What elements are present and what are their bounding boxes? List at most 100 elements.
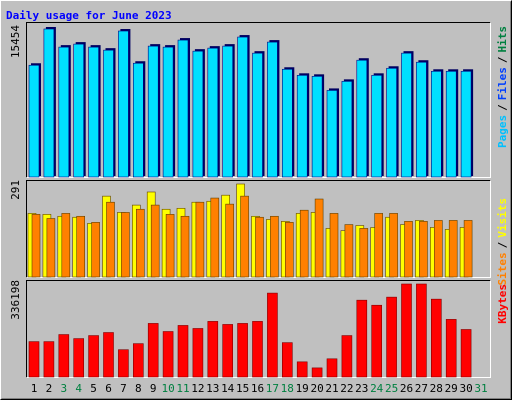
bar xyxy=(371,304,383,378)
bar xyxy=(43,28,55,178)
legend: Sites / Visits xyxy=(496,198,509,286)
x-tick-label: 3 xyxy=(60,382,67,395)
bar xyxy=(225,203,234,278)
bar xyxy=(28,64,40,178)
bar xyxy=(404,221,413,278)
bar xyxy=(136,208,145,278)
panel-bevel xyxy=(26,180,491,278)
bar xyxy=(58,334,70,378)
bar xyxy=(103,332,114,378)
bar xyxy=(386,67,397,178)
bar xyxy=(240,195,249,278)
bar xyxy=(237,36,248,178)
bar xyxy=(430,70,442,178)
legend-entry: Visits xyxy=(496,198,509,238)
legend-entry: Sites xyxy=(496,252,509,285)
x-tick-label: 25 xyxy=(385,382,398,395)
bar xyxy=(147,323,159,378)
bar xyxy=(401,52,412,178)
x-tick-label: 27 xyxy=(415,382,428,395)
bar xyxy=(401,283,412,378)
x-tick-label: 20 xyxy=(310,382,323,395)
x-tick-label: 8 xyxy=(135,382,142,395)
panel-bevel xyxy=(26,180,491,278)
bar xyxy=(445,319,457,378)
bar xyxy=(359,228,369,278)
bar xyxy=(341,335,353,378)
x-tick-label: 4 xyxy=(75,382,82,395)
bar xyxy=(416,283,427,378)
bar xyxy=(46,218,56,278)
x-tick-label: 5 xyxy=(90,382,97,395)
bar xyxy=(88,335,99,378)
y-tick-label: 291 xyxy=(9,180,22,200)
bar xyxy=(121,212,130,278)
x-tick-label: 24 xyxy=(370,382,384,395)
bar xyxy=(252,52,263,178)
bar xyxy=(31,214,41,278)
bar xyxy=(91,222,100,278)
bar xyxy=(344,224,354,278)
bar xyxy=(416,61,427,178)
x-tick-label: 18 xyxy=(281,382,294,395)
bar xyxy=(222,324,233,378)
bar xyxy=(329,213,339,278)
bar xyxy=(430,298,442,378)
legend-entry: Files xyxy=(496,67,509,100)
x-tick-label: 29 xyxy=(445,382,458,395)
bar xyxy=(374,213,384,278)
legend-separator: / xyxy=(496,56,509,63)
bar xyxy=(118,349,129,378)
x-tick-label: 13 xyxy=(206,382,219,395)
bar xyxy=(460,329,472,378)
legend-separator: / xyxy=(496,241,509,248)
bar xyxy=(299,209,309,278)
bar xyxy=(281,342,293,378)
bar xyxy=(314,198,324,278)
bar xyxy=(252,321,263,378)
x-tick-label: 14 xyxy=(221,382,235,395)
bar xyxy=(195,201,205,278)
bar xyxy=(150,204,160,278)
bar xyxy=(192,328,204,378)
x-tick-label: 21 xyxy=(325,382,338,395)
x-tick-label: 6 xyxy=(105,382,112,395)
x-tick-label: 10 xyxy=(161,382,174,395)
x-tick-label: 15 xyxy=(236,382,249,395)
bar xyxy=(133,343,144,378)
panel-bevel xyxy=(26,280,491,378)
bar xyxy=(445,70,457,178)
x-tick-label: 30 xyxy=(459,382,472,395)
x-tick-label: 7 xyxy=(120,382,127,395)
bar xyxy=(192,50,204,178)
bar xyxy=(371,75,383,178)
x-tick-label: 2 xyxy=(46,382,53,395)
bar xyxy=(76,215,85,278)
bar xyxy=(284,222,294,278)
bar xyxy=(237,323,248,378)
bar xyxy=(356,299,368,378)
bar xyxy=(207,47,219,178)
legend-entry: KBytes xyxy=(496,284,509,324)
bar xyxy=(267,41,278,178)
bar xyxy=(311,76,323,178)
bar xyxy=(28,341,40,378)
bar xyxy=(58,46,70,178)
bar xyxy=(386,296,397,378)
x-tick-label: 12 xyxy=(191,382,204,395)
bar xyxy=(147,45,159,178)
bar xyxy=(267,292,278,378)
bar xyxy=(296,75,308,178)
bar xyxy=(326,90,338,178)
bar xyxy=(61,213,71,278)
bar xyxy=(177,39,189,178)
legend-entry: Hits xyxy=(496,26,509,53)
x-tick-label: 9 xyxy=(150,382,157,395)
chart-title: Daily usage for June 2023 xyxy=(6,9,172,22)
bar xyxy=(255,216,264,278)
bar xyxy=(180,215,190,278)
bar xyxy=(73,43,84,178)
bar xyxy=(433,220,443,278)
